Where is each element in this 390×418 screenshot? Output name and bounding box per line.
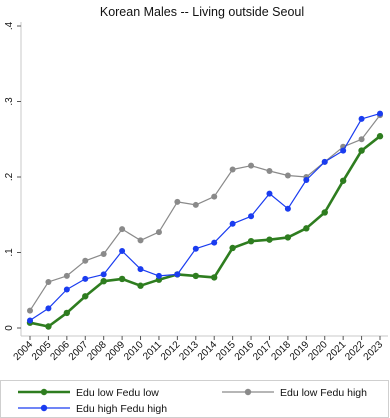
- x-tick-label: 2005: [30, 339, 54, 363]
- x-axis: 2004200520062007200820092010201120122013…: [12, 336, 386, 363]
- data-point: [82, 257, 89, 264]
- legend-label: Edu low Fedu high: [280, 387, 367, 399]
- data-point: [266, 190, 273, 197]
- legend-marker: [244, 388, 252, 396]
- series-line: [29, 135, 381, 328]
- legend-label: Edu low Fedu low: [76, 387, 159, 399]
- x-tick-label: 2014: [196, 339, 220, 363]
- data-point: [339, 177, 347, 184]
- data-point: [137, 266, 144, 273]
- data-point: [63, 286, 70, 293]
- x-tick-label: 2011: [141, 339, 164, 362]
- data-point: [340, 147, 347, 154]
- data-point: [321, 158, 328, 165]
- x-tick-label: 2009: [104, 339, 128, 363]
- data-point: [82, 275, 89, 282]
- data-point: [45, 278, 52, 285]
- data-point: [229, 220, 236, 227]
- x-tick-label: 2015: [214, 339, 238, 363]
- data-point: [321, 209, 328, 216]
- data-point: [284, 234, 292, 241]
- x-tick-label: 2016: [233, 339, 257, 363]
- data-point: [284, 172, 291, 179]
- legend-label: Edu high Fedu high: [76, 403, 167, 415]
- legend-box: [0, 380, 389, 418]
- x-tick-label: 2008: [85, 339, 109, 363]
- y-tick-label: .1: [4, 248, 15, 257]
- y-tick-label: 0: [4, 325, 15, 331]
- data-point: [119, 247, 126, 254]
- y-tick-label: .4: [4, 21, 15, 30]
- chart-title: Korean Males -- Living outside Seoul: [100, 5, 304, 19]
- data-point: [211, 274, 218, 281]
- data-point: [358, 136, 365, 143]
- data-point: [137, 282, 144, 289]
- x-tick-label: 2020: [306, 339, 330, 363]
- x-tick-label: 2021: [325, 339, 349, 363]
- x-tick-label: 2022: [343, 339, 367, 363]
- data-point: [45, 323, 52, 330]
- data-point: [45, 305, 52, 312]
- data-point: [174, 271, 181, 278]
- data-point: [100, 271, 107, 278]
- data-point: [192, 201, 199, 208]
- data-point: [63, 272, 70, 279]
- data-point: [229, 166, 236, 173]
- x-tick-label: 2006: [48, 339, 72, 363]
- x-tick-label: 2017: [251, 339, 275, 363]
- data-point: [192, 245, 199, 252]
- data-point: [248, 213, 255, 220]
- plot-series: [26, 110, 384, 330]
- data-point: [137, 237, 144, 244]
- data-point: [174, 198, 181, 205]
- data-point: [27, 307, 33, 314]
- x-tick-label: 2023: [362, 339, 386, 363]
- data-point: [284, 205, 291, 212]
- x-tick-label: 2019: [288, 339, 312, 363]
- x-tick-label: 2013: [177, 339, 201, 363]
- data-point: [358, 147, 365, 154]
- y-tick-label: .2: [4, 172, 15, 181]
- x-tick-label: 2018: [270, 339, 294, 363]
- data-point: [247, 237, 255, 245]
- data-point: [211, 239, 218, 246]
- data-point: [376, 133, 384, 140]
- x-tick-label: 2004: [12, 339, 36, 363]
- data-point: [229, 244, 236, 252]
- legend-marker: [40, 404, 48, 412]
- legend-marker: [40, 388, 48, 396]
- legend: Edu low Fedu low Edu low Fedu high Edu hig…: [18, 387, 367, 415]
- data-point: [118, 275, 126, 283]
- data-point: [377, 110, 383, 117]
- data-point: [358, 115, 365, 122]
- data-point: [211, 193, 218, 200]
- data-point: [100, 277, 107, 285]
- data-point: [119, 226, 126, 233]
- x-tick-label: 2012: [159, 339, 183, 363]
- data-point: [100, 251, 107, 258]
- data-point: [266, 167, 273, 174]
- data-point: [155, 272, 162, 279]
- y-tick-label: .3: [4, 97, 15, 106]
- x-tick-label: 2007: [67, 339, 91, 363]
- data-point: [27, 317, 33, 324]
- data-point: [248, 162, 255, 169]
- data-point: [192, 272, 199, 280]
- data-point: [155, 229, 162, 236]
- data-point: [266, 236, 273, 243]
- series-line: [29, 113, 381, 321]
- data-point: [303, 225, 310, 232]
- y-axis: 0 .1 .2 .3 .4: [4, 21, 21, 331]
- data-point: [303, 177, 310, 184]
- x-tick-label: 2010: [122, 339, 146, 363]
- data-point: [63, 309, 71, 317]
- data-point: [82, 293, 89, 300]
